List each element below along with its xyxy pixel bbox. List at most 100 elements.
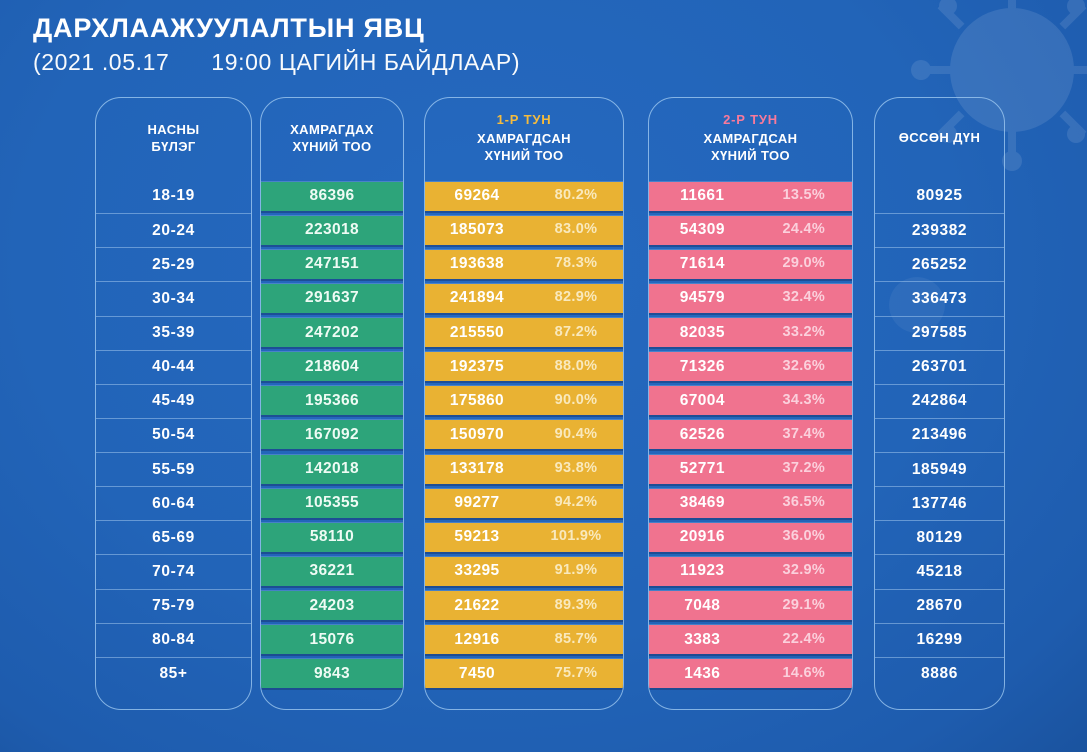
target-count-bar: 58110 [261, 522, 403, 552]
cumulative-total-cell: 28670 [916, 597, 963, 615]
second-dose-bar: 52771 37.2% [649, 454, 852, 484]
target-count-bar: 15076 [261, 625, 403, 655]
age-group-cell: 18-19 [152, 187, 195, 205]
table-row: 1436 14.6% [649, 657, 852, 691]
first-dose-bar: 241894 82.9% [425, 283, 623, 313]
table-row: 247151 [261, 247, 403, 281]
table-row: 7048 29.1% [649, 589, 852, 623]
first-dose-rows: 69264 80.2% 185073 83.0% 193638 78.3% 241894 82… [425, 179, 623, 691]
second-dose-count-cell: 94579 [679, 289, 725, 307]
table-row: 86396 [261, 179, 403, 213]
target-count-bar: 195366 [261, 386, 403, 416]
table-row: 9843 [261, 657, 403, 691]
dose-cell-content: 7450 75.7% [425, 665, 623, 683]
second-dose-bar: 62526 37.4% [649, 420, 852, 450]
dose-cell-content: 52771 37.2% [649, 460, 852, 478]
first-dose-count-cell: 99277 [454, 494, 500, 512]
cumulative-total-cell: 336473 [911, 289, 968, 307]
dose-cell-content: 185073 83.0% [425, 221, 623, 239]
first-dose-bar: 33295 91.9% [425, 556, 623, 586]
second-dose-bar: 20916 36.0% [649, 522, 852, 552]
table-row: 239382 [875, 213, 1004, 247]
dose-cell-content: 59213 101.9% [425, 528, 623, 546]
target-count-bar: 247151 [261, 249, 403, 279]
table-row: 105355 [261, 486, 403, 520]
cumulative-total-cell: 80129 [916, 528, 963, 546]
table-row: 175860 90.0% [425, 384, 623, 418]
target-count-cell: 142018 [304, 460, 360, 478]
table-row: 52771 37.2% [649, 452, 852, 486]
table-row: 30-34 [96, 281, 251, 315]
header-line: ХҮНИЙ ТОО [292, 138, 372, 154]
first-dose-bar: 21622 89.3% [425, 591, 623, 621]
first-dose-tag: 1-Р ТУН [496, 112, 552, 128]
table-row: 40-44 [96, 349, 251, 384]
target-count-bar: 36221 [261, 556, 403, 586]
second-dose-percent-cell: 36.5% [782, 494, 826, 511]
second-dose-tag: 2-Р ТУН [723, 112, 778, 128]
total-header: ӨССӨН ДҮН [875, 98, 1004, 179]
second-dose-percent-cell: 37.2% [782, 460, 826, 477]
target-count-cell: 86396 [309, 187, 355, 205]
header-line: ХҮНИЙ ТОО [484, 147, 564, 163]
first-dose-bar: 69264 80.2% [425, 181, 623, 211]
second-dose-bar: 11923 32.9% [649, 556, 852, 586]
target-count-bar: 24203 [261, 591, 403, 621]
table-row: 242864 [875, 383, 1004, 418]
dose-cell-content: 193638 78.3% [425, 255, 623, 273]
target-count-bar: 167092 [261, 420, 403, 450]
target-count-cell: 247151 [304, 255, 360, 273]
first-dose-percent-cell: 89.3% [554, 596, 598, 613]
age-group-cell: 50-54 [152, 426, 195, 444]
cumulative-total-cell: 263701 [911, 358, 968, 376]
second-dose-count-cell: 82035 [679, 323, 725, 341]
target-count-cell: 105355 [304, 494, 360, 512]
table-row: 45218 [875, 554, 1004, 588]
second-dose-bar: 3383 22.4% [649, 625, 852, 655]
age-group-cell: 60-64 [152, 494, 195, 512]
first-dose-percent-cell: 93.8% [554, 460, 598, 477]
first-dose-percent-cell: 101.9% [550, 528, 602, 545]
table-row: 50-54 [96, 417, 251, 452]
first-dose-header: 1-Р ТУН ХАМРАГДСАН ХҮНИЙ ТОО [425, 98, 623, 179]
table-row: 11923 32.9% [649, 554, 852, 588]
target-count-cell: 247202 [304, 323, 360, 341]
table-row: 193638 78.3% [425, 247, 623, 281]
dose-cell-content: 192375 88.0% [425, 358, 623, 376]
table-row: 265252 [875, 247, 1004, 281]
dose-cell-content: 82035 33.2% [649, 324, 852, 342]
dose-cell-content: 7048 29.1% [649, 597, 852, 615]
second-dose-percent-cell: 33.2% [782, 323, 826, 340]
cumulative-total-cell: 265252 [911, 255, 968, 273]
table-row: 28670 [875, 588, 1004, 623]
second-dose-percent-cell: 32.4% [782, 289, 826, 306]
first-dose-count-cell: 185073 [449, 221, 505, 239]
dose-cell-content: 21622 89.3% [425, 597, 623, 615]
table-row: 218604 [261, 350, 403, 384]
dose-cell-content: 69264 80.2% [425, 187, 623, 205]
target-count-bar: 86396 [261, 181, 403, 211]
age-group-cell: 65-69 [152, 528, 195, 546]
table-row: 58110 [261, 520, 403, 554]
table-row: 45-49 [96, 383, 251, 418]
second-dose-percent-cell: 24.4% [782, 221, 826, 238]
first-dose-count-cell: 215550 [449, 323, 505, 341]
cumulative-total-cell: 137746 [911, 494, 968, 512]
cumulative-total-cell: 16299 [916, 631, 963, 649]
target-header: ХАМРАГДАХ ХҮНИЙ ТОО [261, 98, 403, 179]
cumulative-total-cell: 242864 [911, 392, 968, 410]
age-group-cell: 55-59 [152, 460, 195, 478]
second-dose-count-cell: 11923 [680, 562, 725, 580]
first-dose-percent-cell: 90.4% [554, 425, 598, 442]
age-group-cell: 45-49 [152, 392, 195, 410]
header-line: ХАМРАГДСАН [477, 131, 571, 147]
column-first-dose: 1-Р ТУН ХАМРАГДСАН ХҮНИЙ ТОО 69264 80.2% 1… [424, 97, 624, 710]
age-group-cell: 75-79 [152, 597, 195, 615]
first-dose-percent-cell: 87.2% [554, 323, 598, 340]
table-row: 18-19 [96, 179, 251, 213]
header-line: НАСНЫ [147, 121, 200, 137]
second-dose-count-cell: 11661 [680, 187, 725, 205]
target-count-cell: 195366 [304, 391, 360, 409]
table-row: 24203 [261, 589, 403, 623]
first-dose-percent-cell: 91.9% [554, 562, 598, 579]
